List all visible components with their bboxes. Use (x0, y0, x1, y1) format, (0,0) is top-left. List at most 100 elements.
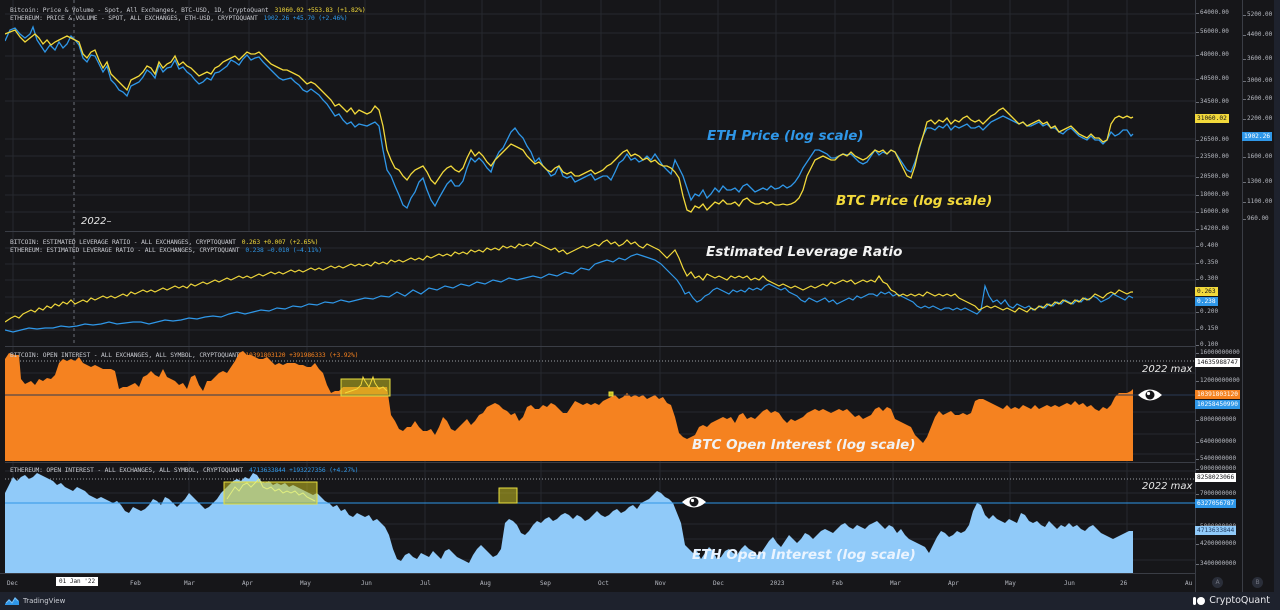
btc-price-annotation: BTC Price (log scale) (836, 193, 993, 209)
cryptoquant-logo: CryptoQuant (1193, 595, 1270, 606)
time-label: Sep (540, 580, 551, 587)
axis-tick: 0.100 (1195, 341, 1219, 348)
leverage-pane[interactable]: BITCOIN: ESTIMATED LEVERAGE RATIO - ALL … (5, 232, 1195, 347)
btc-leverage-tag: 0.263 (1195, 287, 1218, 296)
time-label: Apr (948, 580, 959, 587)
time-label: Nov (655, 580, 666, 587)
cryptoquant-icon (1193, 596, 1206, 605)
legend-eth-price[interactable]: ETHEREUM: PRICE & VOLUME - SPOT, ALL EXC… (10, 15, 348, 22)
time-label: 26 (1120, 580, 1128, 587)
btc-oi-highlight-box (340, 378, 391, 397)
axis-tick: 7000000000 (1195, 490, 1237, 497)
btc-oi-2022-max-label: 2022 max (1142, 364, 1193, 375)
legend-eth-leverage[interactable]: ETHEREUM: ESTIMATED LEVERAGE RATIO - ALL… (10, 247, 322, 254)
btc-oi-line-tag: 10258450990 (1195, 400, 1240, 409)
axis-tick: 0.400 (1195, 242, 1219, 249)
btc-price-tag: 31060.02 (1195, 114, 1229, 123)
axis-tick: 48000.00 (1196, 51, 1229, 58)
year-2022-marker: 2022– (81, 216, 112, 227)
leverage-legend: BITCOIN: ESTIMATED LEVERAGE RATIO - ALL … (10, 239, 322, 255)
axis-tick: 12000000000 (1196, 377, 1240, 384)
auto-scale-b-button[interactable]: B (1252, 577, 1263, 588)
time-label: May (1005, 580, 1016, 587)
legend-btc-oi[interactable]: BITCOIN: OPEN INTEREST - ALL EXCHANGES, … (10, 352, 359, 359)
time-label: Feb (130, 580, 141, 587)
btc-oi-legend: BITCOIN: OPEN INTEREST - ALL EXCHANGES, … (10, 352, 358, 360)
eye-icon (682, 496, 706, 508)
price-pane[interactable]: Bitcoin: Price & Volume - Spot, All Exch… (5, 0, 1195, 232)
chart-area[interactable]: Bitcoin: Price & Volume - Spot, All Exch… (0, 0, 1280, 593)
time-label: Feb (832, 580, 843, 587)
time-label: Mar (890, 580, 901, 587)
eth-oi-value-tag: 4713633844 (1195, 526, 1237, 535)
axis-tick: 34500.00 (1196, 98, 1229, 105)
axis-tick: 18000.00 (1196, 191, 1229, 198)
eth-oi-plot (5, 463, 1195, 573)
axis-tick: 4400.00 (1242, 31, 1273, 38)
eth-price-tag: 1902.26 (1242, 132, 1273, 141)
time-label: Mar (184, 580, 195, 587)
leverage-annotation: Estimated Leverage Ratio (706, 244, 903, 260)
time-label: Dec (7, 580, 18, 587)
axis-tick: 16000000000 (1196, 349, 1240, 356)
axis-tick: 16000.00 (1196, 208, 1229, 215)
time-label: Au (1185, 580, 1193, 587)
legend-eth-oi[interactable]: ETHEREUM: OPEN INTEREST - ALL EXCHANGES,… (10, 467, 359, 474)
time-label: May (300, 580, 311, 587)
axis-tick: 2600.00 (1242, 95, 1273, 102)
axis-tick: 1300.00 (1242, 178, 1273, 185)
eth-oi-highlight-box-2 (498, 487, 518, 504)
axis-tick: 0.200 (1195, 308, 1219, 315)
leverage-plot (5, 232, 1195, 346)
axis-tick: 64000.00 (1196, 9, 1229, 16)
axis-tick: 3000.00 (1242, 77, 1273, 84)
axis-tick: 4200000000 (1195, 540, 1237, 547)
time-label: Jun (1064, 580, 1075, 587)
axis-tick: 6400000000 (1195, 438, 1237, 445)
axis-tick: 5400000000 (1195, 455, 1237, 462)
axis-tick: 3600.00 (1242, 55, 1273, 62)
eth-oi-2022-max-label: 2022 max (1142, 481, 1193, 492)
price-axis-b-divider (1242, 0, 1243, 592)
btc-oi-max-tag: 14635988747 (1195, 358, 1240, 367)
price-plot (5, 0, 1195, 231)
time-axis[interactable]: Dec 01 Jan '22 Feb Mar Apr May Jun Jul A… (0, 573, 1195, 593)
time-label: 2023 (770, 580, 785, 587)
time-label: Aug (480, 580, 491, 587)
axis-tick: 0.150 (1195, 325, 1219, 332)
auto-scale-a-button[interactable]: A (1212, 577, 1223, 588)
btc-oi-pane[interactable]: BITCOIN: OPEN INTEREST - ALL EXCHANGES, … (5, 347, 1195, 463)
price-axis-a-divider (1195, 0, 1196, 592)
eth-oi-pane[interactable]: ETHEREUM: OPEN INTEREST - ALL EXCHANGES,… (5, 463, 1195, 573)
axis-tick: 960.00 (1243, 215, 1269, 222)
axis-tick: 2200.00 (1242, 115, 1273, 122)
crosshair-date-tag: 01 Jan '22 (56, 577, 99, 586)
legend-btc-leverage[interactable]: BITCOIN: ESTIMATED LEVERAGE RATIO - ALL … (10, 239, 319, 246)
eth-oi-line-tag: 6327056787 (1195, 499, 1237, 508)
btc-oi-highlight-marker (608, 391, 614, 397)
axis-tick: 1100.00 (1242, 198, 1273, 205)
axis-edge (1274, 0, 1280, 592)
eth-price-annotation: ETH Price (log scale) (707, 128, 864, 144)
price-legend: Bitcoin: Price & Volume - Spot, All Exch… (10, 7, 366, 23)
axis-tick: 9000000000 (1195, 465, 1237, 472)
axis-tick: 0.300 (1195, 275, 1219, 282)
eth-oi-legend: ETHEREUM: OPEN INTEREST - ALL EXCHANGES,… (10, 467, 358, 475)
axis-tick: 40500.00 (1196, 75, 1229, 82)
footer: TradingView CryptoQuant (0, 592, 1280, 610)
axis-tick: 3400000000 (1195, 560, 1237, 567)
legend-btc-price[interactable]: Bitcoin: Price & Volume - Spot, All Exch… (10, 7, 366, 14)
time-label: Apr (242, 580, 253, 587)
eth-oi-max-tag: 8258023066 (1195, 473, 1237, 482)
axis-tick: 20500.00 (1196, 173, 1229, 180)
time-label: Jul (420, 580, 431, 587)
axis-tick: 8000000000 (1195, 416, 1237, 423)
eth-oi-highlight-box-1 (223, 481, 318, 505)
eye-icon (1138, 389, 1162, 401)
time-label: Jun (361, 580, 372, 587)
eth-leverage-tag: 0.238 (1195, 297, 1218, 306)
eth-oi-annotation: ETH Open Interest (log scale) (692, 547, 916, 563)
axis-tick: 23500.00 (1196, 153, 1229, 160)
time-label: Oct (598, 580, 609, 587)
tradingview-logo[interactable]: TradingView (5, 596, 65, 605)
